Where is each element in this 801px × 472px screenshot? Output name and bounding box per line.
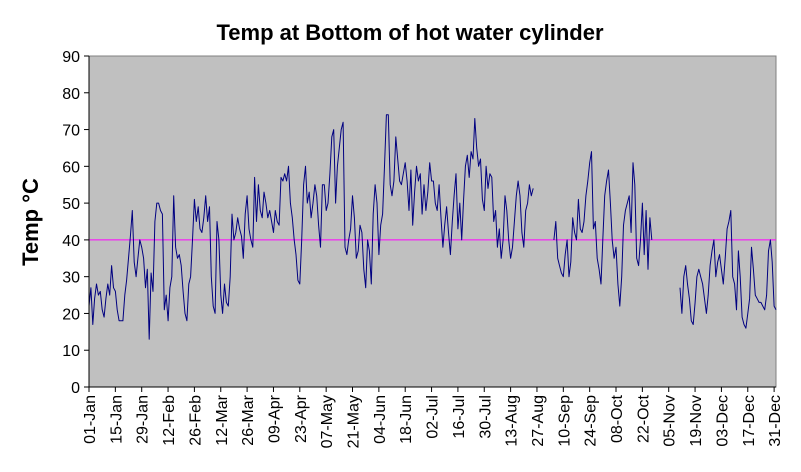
x-ticks-group: 01-Jan 15-Jan 29-Jan 12-Feb 26-Feb 12-Mar 26-M… (82, 387, 784, 448)
x-tick-label: 09-Apr (266, 394, 283, 443)
y-tick-label: 0 (71, 380, 80, 397)
y-tick-label: 20 (62, 306, 80, 323)
x-tick-label: 07-May (319, 395, 336, 448)
x-tick-label: 08-Oct (609, 394, 626, 443)
series-line-segment-3 (679, 210, 777, 329)
x-tick-label: 15-Jan (108, 395, 125, 444)
x-tick-label: 30-Jul (477, 395, 494, 439)
y-tick-label: 50 (62, 196, 80, 213)
y-tick-label: 90 (62, 49, 80, 66)
chart-title: Temp at Bottom of hot water cylinder (216, 20, 604, 45)
x-tick-label: 03-Dec (714, 395, 731, 447)
x-tick-label: 24-Sep (583, 395, 600, 447)
y-tick-label: 80 (62, 86, 80, 103)
series-group (88, 114, 777, 340)
series-line-segment-1 (88, 114, 534, 340)
x-tick-label: 04-Jun (372, 395, 389, 444)
x-tick-label: 31-Dec (767, 395, 784, 447)
x-tick-label: 22-Oct (635, 394, 652, 443)
x-tick-label: 27-Aug (530, 395, 547, 447)
x-tick-label: 29-Jan (135, 395, 152, 444)
y-tick-label: 10 (62, 343, 80, 360)
x-tick-label: 16-Jul (451, 395, 468, 439)
x-tick-label: 21-May (346, 395, 363, 448)
y-tick-label: 40 (62, 233, 80, 250)
x-tick-label: 26-Mar (240, 394, 257, 445)
x-tick-label: 02-Jul (425, 395, 442, 439)
x-tick-label: 17-Dec (741, 395, 758, 447)
x-tick-label: 13-Aug (504, 395, 521, 447)
y-tick-label: 60 (62, 159, 80, 176)
x-tick-label: 26-Feb (187, 395, 204, 446)
series-line-segment-2 (553, 151, 653, 307)
x-tick-label: 19-Nov (688, 395, 705, 447)
x-tick-label: 05-Nov (662, 395, 679, 447)
plot-area (88, 55, 777, 388)
x-tick-label: 10-Sep (556, 395, 573, 447)
y-ticks-group: 0 10 20 30 40 50 60 70 80 90 (62, 49, 89, 397)
y-tick-label: 70 (62, 123, 80, 140)
x-tick-label: 01-Jan (82, 395, 99, 444)
y-axis-label: Temp °C (18, 178, 43, 266)
x-tick-label: 23-Apr (293, 394, 310, 443)
x-tick-label: 12-Feb (161, 395, 178, 446)
x-tick-label: 18-Jun (398, 395, 415, 444)
x-tick-label: 12-Mar (214, 394, 231, 445)
y-tick-label: 30 (62, 270, 80, 287)
axes-group (88, 56, 776, 388)
